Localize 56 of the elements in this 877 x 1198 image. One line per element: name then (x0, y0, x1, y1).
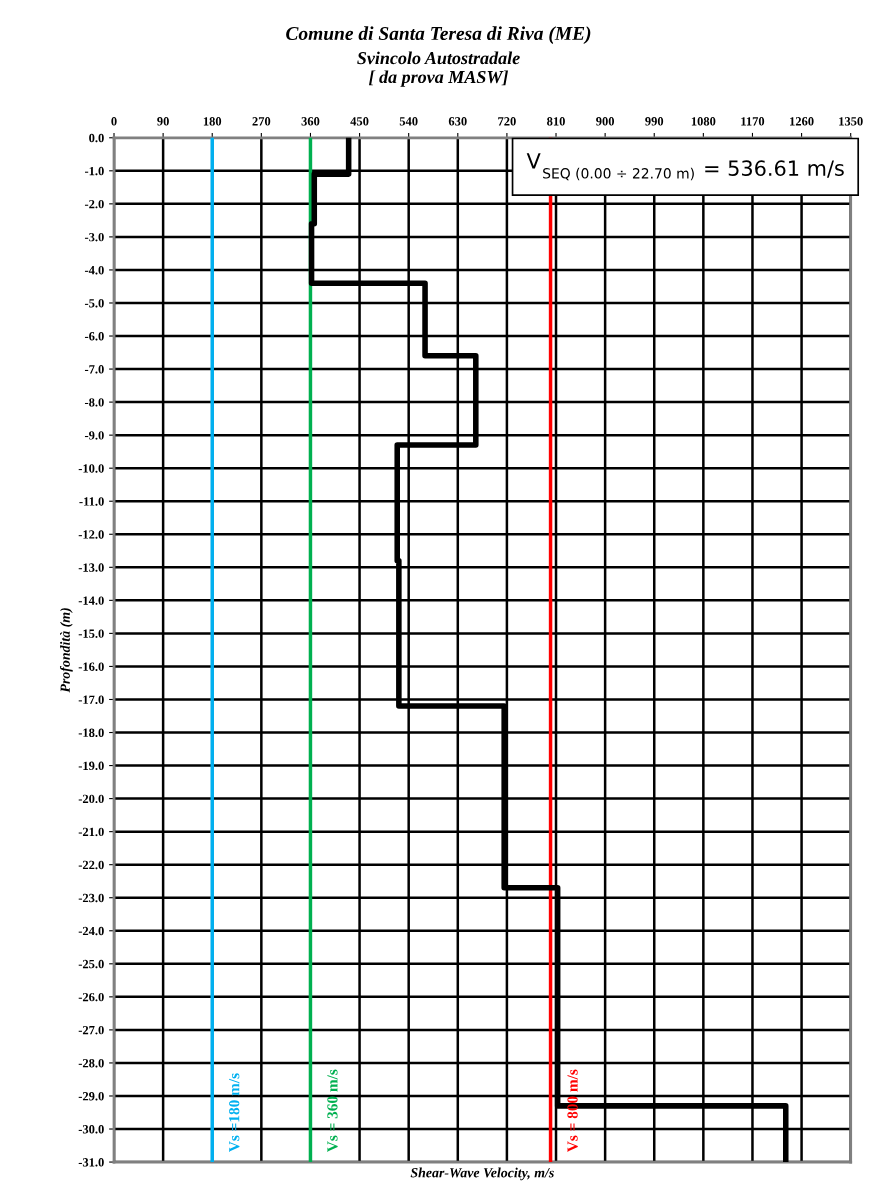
x-tick-label: 990 (645, 117, 664, 126)
y-tick-label: -28.0 (78, 1058, 104, 1068)
x-tick-label: 0 (111, 117, 117, 126)
x-tick-label: 1260 (790, 117, 814, 126)
y-tick-label: -8.0 (84, 398, 104, 407)
y-tick-label: -14.0 (78, 596, 104, 605)
y-tick-label: -29.0 (78, 1092, 104, 1101)
x-tick-label: 720 (498, 117, 516, 126)
x-tick-label: 630 (448, 117, 467, 126)
y-tick-label: 0.0 (89, 133, 104, 143)
x-tick-label: 90 (157, 117, 169, 126)
y-tick-label: -16.0 (78, 662, 104, 671)
x-tick-label: 180 (203, 117, 222, 126)
y-axis-title: Profondità (m) (59, 608, 73, 693)
y-tick-label: -10.0 (78, 464, 104, 473)
x-tick-label: 270 (252, 117, 271, 126)
y-tick-label: -3.0 (84, 232, 104, 242)
y-tick-label: -2.0 (84, 199, 104, 209)
y-tick-label: -13.0 (78, 563, 104, 572)
x-tick-label: 1350 (839, 117, 863, 126)
y-tick-label: -26.0 (78, 992, 104, 1002)
annotation: VSEQ (0.00 ÷ 22.70 m) = 536.61 m/s (526, 153, 844, 181)
y-tick-label: -17.0 (78, 695, 104, 704)
y-tick-label: -31.0 (78, 1158, 104, 1167)
y-tick-label: -9.0 (84, 431, 104, 440)
x-tick-label: 810 (547, 117, 565, 126)
ref-line-label: Vs = 800 m/s (567, 1069, 578, 1152)
ref-line-label: Vs =180 m/s (229, 1073, 240, 1152)
y-tick-label: -4.0 (84, 265, 104, 275)
x-tick-label: 360 (301, 117, 320, 126)
y-tick-label: -23.0 (78, 893, 104, 903)
x-tick-label: 540 (399, 117, 418, 126)
ref-line-label: Vs = 360 m/s (327, 1069, 338, 1152)
y-tick-label: -30.0 (78, 1125, 104, 1134)
y-tick-label: -27.0 (78, 1025, 104, 1035)
y-tick-label: -5.0 (84, 299, 104, 308)
x-tick-label: 900 (596, 117, 615, 126)
y-tick-label: -24.0 (78, 926, 104, 936)
x-axis-title: Shear-Wave Velocity, m/s (410, 1167, 554, 1181)
y-tick-label: -12.0 (78, 530, 104, 539)
x-tick-label: 1080 (691, 117, 716, 126)
chart-title: Comune di Santa Teresa di Riva (ME) (286, 26, 591, 44)
y-tick-label: -6.0 (84, 332, 104, 341)
y-tick-label: -11.0 (79, 497, 104, 506)
y-tick-label: -1.0 (84, 166, 104, 176)
y-tick-label: -22.0 (78, 860, 104, 870)
y-tick-label: -15.0 (78, 629, 104, 638)
y-tick-label: -21.0 (78, 827, 104, 837)
x-tick-label: 450 (350, 117, 369, 126)
y-tick-label: -7.0 (84, 365, 104, 374)
y-tick-label: -20.0 (78, 794, 104, 804)
y-tick-label: -18.0 (78, 728, 104, 738)
x-tick-label: 1170 (741, 117, 765, 126)
chart-subtitle: Svincolo Autostradale [ da prova MASW] (357, 51, 520, 87)
y-tick-label: -19.0 (78, 761, 104, 771)
y-tick-label: -25.0 (78, 959, 104, 969)
